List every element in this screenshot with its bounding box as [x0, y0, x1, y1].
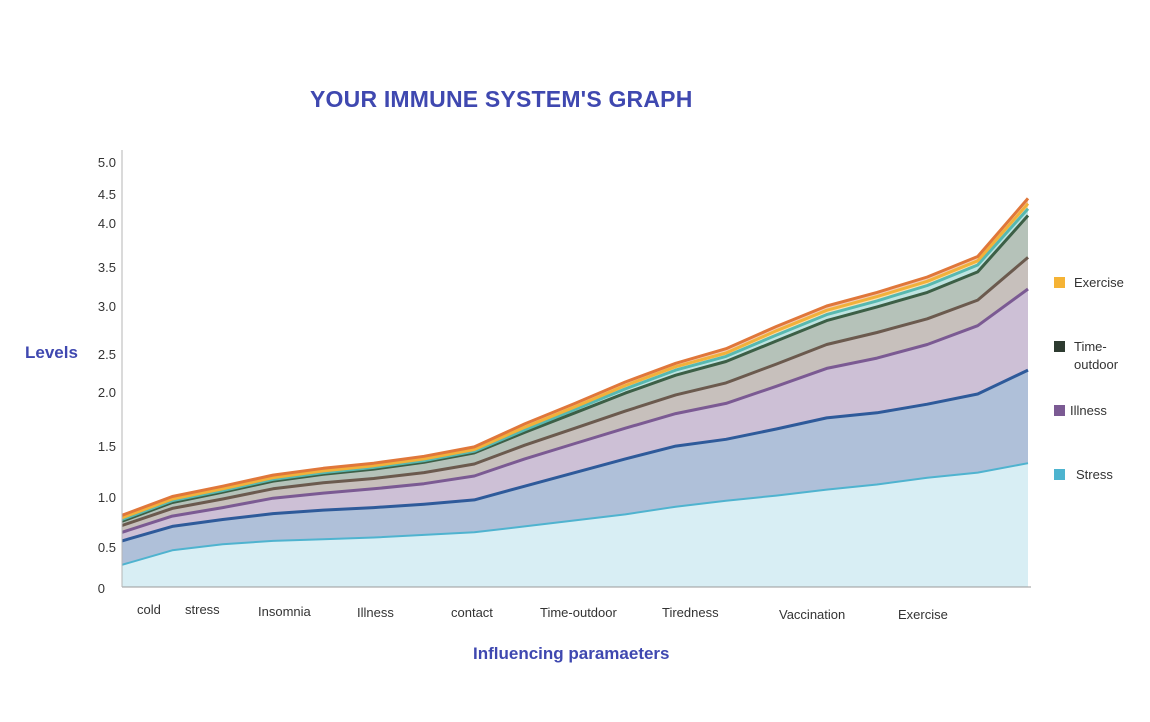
legend-swatch — [1054, 469, 1065, 480]
stacked-areas — [122, 198, 1028, 587]
legend-swatch — [1054, 277, 1065, 288]
series-line-3 — [121, 256, 1029, 527]
x-tick-label: Illness — [357, 605, 394, 620]
x-tick-label: stress — [185, 602, 220, 617]
y-tick-label: 2.0 — [97, 385, 116, 400]
area-series-0 — [122, 463, 1028, 587]
legend-label: Time- outdoor — [1074, 339, 1119, 372]
y-tick-label: 0 — [97, 581, 105, 596]
y-tick-label: 3.0 — [97, 299, 116, 314]
series-line-0 — [121, 462, 1029, 566]
y-tick-label: 5.0 — [97, 155, 116, 170]
x-tick-label: Exercise — [898, 607, 948, 622]
x-tick-label: Time-outdoor — [540, 605, 617, 620]
y-tick-label: 3.5 — [97, 260, 116, 275]
x-tick-label: Tiredness — [662, 605, 719, 620]
y-tick-label: 1.5 — [97, 439, 116, 454]
legend-swatch — [1054, 405, 1065, 416]
series-line-7 — [121, 197, 1030, 517]
series-line-5 — [121, 207, 1030, 521]
series-line-6 — [121, 202, 1030, 520]
chart-title: YOUR IMMUNE SYSTEM'S GRAPH — [310, 86, 693, 112]
x-tick-label: cold — [137, 602, 161, 617]
x-tick-label: Vaccination — [779, 607, 846, 622]
series-line-4 — [121, 214, 1030, 523]
x-axis-label: Influencing paramaeters — [473, 644, 670, 663]
series-line-1 — [121, 368, 1029, 543]
y-tick-label: 0.5 — [97, 540, 116, 555]
y-tick-label: 1.0 — [97, 490, 116, 505]
x-tick-label: contact — [451, 605, 493, 620]
legend-swatch — [1054, 341, 1065, 352]
legend-label: Stress — [1076, 467, 1113, 482]
x-tick-label: Insomnia — [258, 604, 311, 619]
series-line-2 — [121, 287, 1029, 534]
y-axis-label: Levels — [25, 343, 78, 362]
legend-label: Exercise — [1074, 275, 1124, 290]
y-tick-label: 2.5 — [97, 347, 116, 362]
y-tick-label: 4.5 — [97, 187, 116, 202]
legend-label: Illness — [1070, 403, 1107, 418]
y-tick-label: 4.0 — [97, 216, 116, 231]
area-series-3 — [122, 257, 1028, 533]
series-lines — [121, 197, 1030, 566]
area-series-1 — [122, 370, 1028, 565]
